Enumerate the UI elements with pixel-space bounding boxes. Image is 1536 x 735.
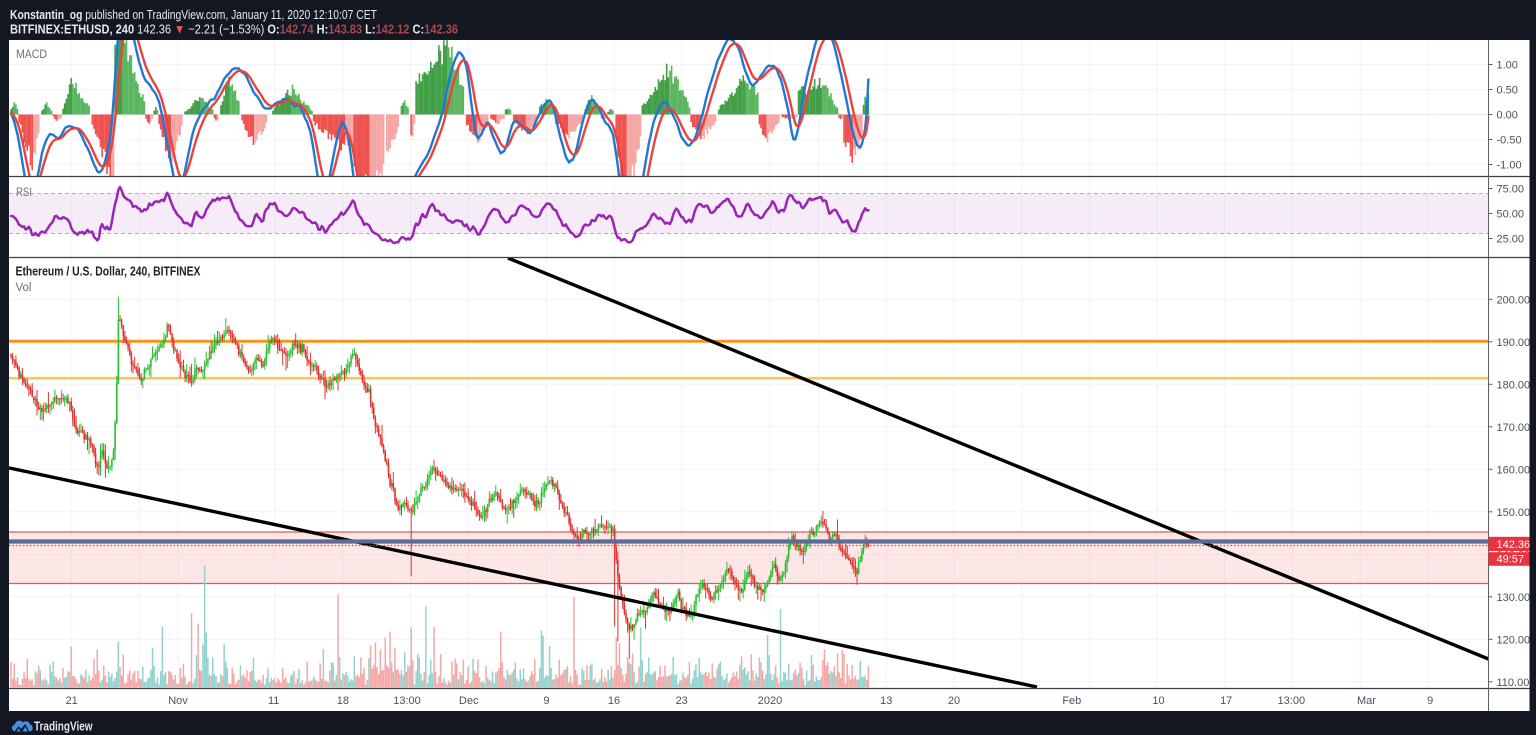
svg-text:Konstantin_og published on Tra: Konstantin_og published on TradingView.c… xyxy=(10,7,377,22)
svg-text:Nov: Nov xyxy=(168,695,188,707)
svg-text:200.00: 200.00 xyxy=(1497,294,1531,306)
svg-text:Mar: Mar xyxy=(1357,695,1376,707)
svg-text:Dec: Dec xyxy=(459,695,479,707)
svg-text:10: 10 xyxy=(1152,695,1164,707)
svg-text:18: 18 xyxy=(337,695,349,707)
svg-text:130.00: 130.00 xyxy=(1497,592,1531,604)
svg-text:13: 13 xyxy=(880,695,892,707)
svg-text:13:00: 13:00 xyxy=(393,695,421,707)
svg-text:TradingView: TradingView xyxy=(34,719,93,734)
svg-text:1.00: 1.00 xyxy=(1497,60,1518,72)
svg-text:110.00: 110.00 xyxy=(1497,677,1530,689)
svg-text:23: 23 xyxy=(676,695,688,707)
svg-text:50.00: 50.00 xyxy=(1497,209,1525,221)
svg-text:160.00: 160.00 xyxy=(1497,464,1531,476)
svg-text:RSI: RSI xyxy=(16,185,32,199)
svg-text:142.36: 142.36 xyxy=(1497,539,1531,551)
svg-text:11: 11 xyxy=(268,695,279,707)
svg-text:170.00: 170.00 xyxy=(1497,422,1531,434)
svg-text:BITFINEX:ETHUSD, 240 142.36 ▼: BITFINEX:ETHUSD, 240 142.36 ▼ −2.21 (−1.… xyxy=(10,22,458,37)
svg-text:Feb: Feb xyxy=(1062,695,1081,707)
svg-text:9: 9 xyxy=(1427,695,1433,707)
svg-text:17: 17 xyxy=(1220,695,1232,707)
svg-text:150.00: 150.00 xyxy=(1497,507,1531,519)
svg-text:9: 9 xyxy=(543,695,549,707)
svg-text:-0.50: -0.50 xyxy=(1497,135,1522,147)
svg-text:MACD: MACD xyxy=(16,47,47,61)
svg-text:21: 21 xyxy=(66,695,78,707)
svg-text:0.50: 0.50 xyxy=(1497,85,1518,97)
svg-text:49:57: 49:57 xyxy=(1497,554,1525,566)
svg-text:2020: 2020 xyxy=(758,695,782,707)
svg-text:0.00: 0.00 xyxy=(1497,110,1518,122)
svg-text:Vol: Vol xyxy=(16,282,32,294)
svg-text:16: 16 xyxy=(608,695,620,707)
svg-text:190.00: 190.00 xyxy=(1497,337,1531,349)
svg-text:180.00: 180.00 xyxy=(1497,379,1531,391)
svg-text:13:00: 13:00 xyxy=(1278,695,1306,707)
svg-text:Ethereum / U.S. Dollar, 240, B: Ethereum / U.S. Dollar, 240, BITFINEX xyxy=(16,264,201,279)
svg-text:75.00: 75.00 xyxy=(1497,184,1525,196)
svg-text:20: 20 xyxy=(948,695,960,707)
svg-text:25.00: 25.00 xyxy=(1497,234,1525,246)
svg-text:120.00: 120.00 xyxy=(1497,634,1531,646)
svg-text:-1.00: -1.00 xyxy=(1497,160,1522,172)
